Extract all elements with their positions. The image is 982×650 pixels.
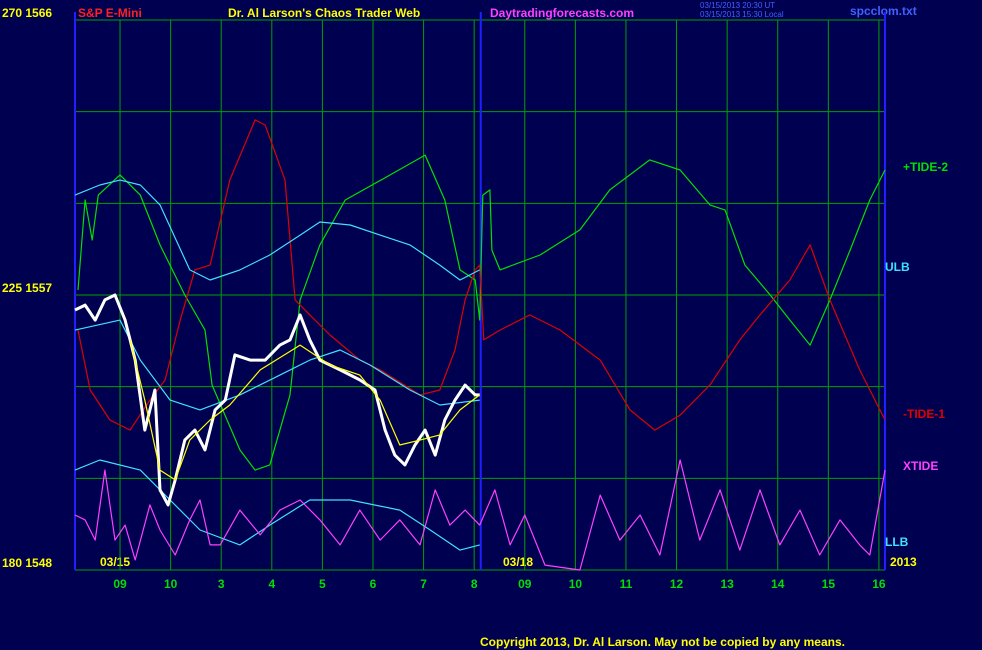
x-tick-label: 09	[518, 577, 532, 591]
date-label: 03/18	[503, 555, 533, 569]
x-tick-label: 09	[113, 577, 127, 591]
series-label: ULB	[885, 260, 910, 274]
series-line	[74, 293, 480, 507]
series-line	[74, 179, 480, 281]
instrument: S&P E-Mini	[78, 6, 142, 20]
date-label: 2013	[890, 555, 917, 569]
website: Daytradingforecasts.com	[490, 6, 634, 20]
x-tick-label: 12	[670, 577, 684, 591]
timestamp: 03/15/2013 15:30 Local	[700, 10, 784, 19]
series-line	[74, 459, 480, 551]
x-tick-label: 4	[268, 577, 275, 591]
x-tick-label: 8	[471, 577, 478, 591]
file-name: spcclom.txt	[850, 4, 917, 18]
chart-title: Dr. Al Larson's Chaos Trader Web	[228, 6, 420, 20]
y-tick-label: 180 1548	[2, 556, 52, 570]
x-tick-label: 16	[872, 577, 886, 591]
series-label: -TIDE-1	[903, 407, 945, 421]
y-tick-label: 225 1557	[2, 281, 52, 295]
x-tick-label: 14	[771, 577, 785, 591]
x-tick-label: 10	[569, 577, 583, 591]
series-line	[77, 119, 886, 431]
x-tick-label: 15	[822, 577, 836, 591]
series-line	[77, 154, 886, 471]
date-label: 03/15	[100, 555, 130, 569]
x-tick-label: 7	[420, 577, 427, 591]
series-line	[129, 339, 481, 481]
x-tick-label: 13	[720, 577, 734, 591]
timestamp: 03/15/2013 20:30 UT	[700, 1, 775, 10]
series-line	[74, 459, 886, 571]
series-line	[74, 319, 480, 411]
x-tick-label: 6	[370, 577, 377, 591]
series-label: LLB	[885, 535, 909, 549]
series-label: +TIDE-2	[903, 160, 948, 174]
series-label: XTIDE	[903, 459, 938, 473]
x-tick-label: 3	[218, 577, 225, 591]
x-tick-label: 11	[620, 577, 633, 591]
copyright: Copyright 2013, Dr. Al Larson. May not b…	[480, 635, 845, 649]
x-tick-label: 5	[319, 577, 326, 591]
x-tick-label: 10	[164, 577, 178, 591]
y-tick-label: 270 1566	[2, 6, 52, 20]
